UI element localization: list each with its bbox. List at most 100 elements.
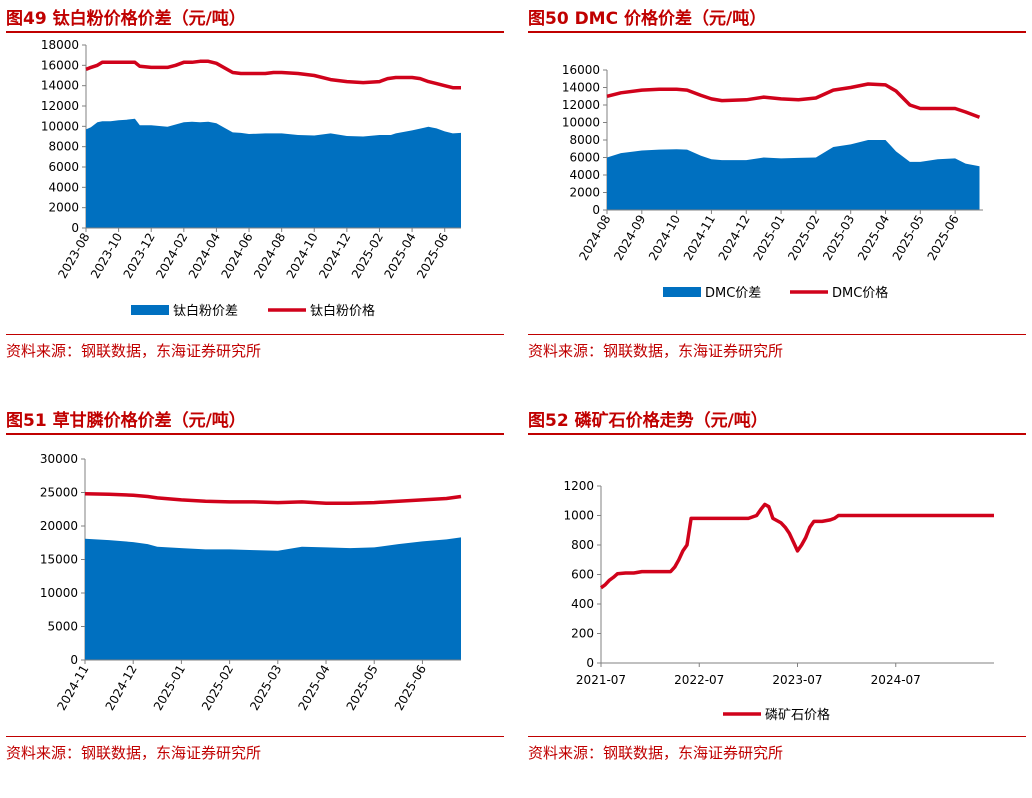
x-tick-label: 2023-08: [55, 231, 92, 281]
y-tick-label: 0: [592, 203, 600, 217]
area-series-0: [85, 537, 461, 660]
legend-label: 钛白粉价格: [310, 303, 375, 319]
y-tick-label: 800: [571, 538, 594, 552]
source-rule: [528, 736, 1026, 737]
legend-label: DMC价格: [832, 285, 888, 301]
x-tick-label: 2025-02: [785, 213, 822, 263]
panel-fig52: 图52 磷矿石价格走势（元/吨） 0 200 400 600 800 1000 1200 20…: [528, 402, 1026, 794]
y-tick-label: 0: [71, 221, 79, 235]
x-tick-label: 2025-04: [295, 663, 332, 713]
source-rule: [6, 736, 504, 737]
x-tick-label: 2024-12: [103, 663, 140, 713]
panel-title: 图50 DMC 价格价差（元/吨）: [528, 9, 767, 29]
y-tick-label: 18000: [41, 38, 79, 52]
x-tick-label: 2025-02: [349, 231, 386, 281]
y-tick-label: 0: [586, 656, 594, 670]
y-tick-label: 8000: [48, 140, 79, 154]
x-tick-label: 2025-05: [890, 213, 927, 263]
y-tick-label: 10000: [41, 119, 79, 133]
legend-label: 钛白粉价差: [173, 303, 238, 319]
y-tick-label: 4000: [48, 180, 79, 194]
chart-c52: 0 200 400 600 800 1000 1200 2021-07 2022-07 2023-…: [563, 479, 994, 723]
y-tick-label: 16000: [41, 58, 79, 72]
panel-fig49: 图49 钛白粉价格价差（元/吨） 0 2000 4000 6000 8000 10000 1…: [6, 0, 504, 392]
x-tick-label: 2025-04: [855, 213, 892, 263]
x-tick-label: 2024-09: [611, 213, 648, 263]
legend-label: DMC价差: [705, 286, 761, 301]
y-tick-label: 4000: [569, 168, 600, 182]
y-tick-label: 1200: [563, 479, 594, 493]
x-tick-label: 2025-01: [151, 663, 188, 713]
y-tick-label: 6000: [48, 160, 79, 174]
x-tick-label: 2024-06: [218, 230, 255, 280]
x-tick-label: 2024-04: [186, 231, 223, 281]
x-tick-label: 2025-06: [392, 663, 429, 713]
panel-title: 图51 草甘膦价格价差（元/吨）: [6, 411, 246, 431]
y-tick-label: 2000: [48, 201, 79, 215]
y-tick-label: 200: [571, 627, 594, 641]
legend-label: 磷矿石价格: [765, 707, 830, 723]
y-tick-label: 14000: [562, 81, 600, 95]
panel-fig50: 图50 DMC 价格价差（元/吨） 0 2000 4000 6000 8000 10000…: [528, 0, 1026, 392]
x-tick-label: 2024-12: [316, 231, 353, 281]
legend-swatch-area: [131, 305, 169, 315]
area-series-0: [86, 118, 461, 228]
y-tick-label: 12000: [562, 98, 600, 112]
chart-c51: 0 5000 10000 15000 20000 25000 30000 2024-11 202…: [40, 452, 462, 713]
x-tick-label: 2024-10: [284, 231, 321, 281]
title-rule: [528, 433, 1026, 435]
y-tick-label: 400: [571, 597, 594, 611]
source-text: 资料来源：钢联数据，东海证券研究所: [6, 744, 262, 762]
source-text: 资料来源：钢联数据，东海证券研究所: [528, 744, 784, 762]
y-tick-label: 15000: [40, 553, 78, 567]
y-tick-label: 10000: [562, 116, 600, 130]
x-tick-label: 2021-07: [576, 673, 626, 687]
y-tick-label: 6000: [569, 151, 600, 165]
x-tick-label: 2024-02: [153, 231, 190, 281]
y-tick-label: 0: [70, 653, 78, 667]
x-tick-label: 2025-06: [414, 231, 451, 281]
source-text: 资料来源：钢联数据，东海证券研究所: [6, 342, 262, 360]
line-series-0: [599, 502, 994, 590]
source-text: 资料来源：钢联数据，东海证券研究所: [528, 342, 784, 360]
x-tick-label: 2024-11: [681, 213, 718, 263]
line-series-1: [606, 82, 981, 119]
x-tick-label: 2025-01: [750, 213, 787, 263]
title-rule: [6, 31, 504, 33]
source-rule: [528, 334, 1026, 335]
x-tick-label: 2024-10: [646, 213, 683, 263]
x-tick-label: 2025-05: [344, 663, 381, 713]
y-tick-label: 10000: [40, 586, 78, 600]
x-tick-label: 2023-07: [772, 673, 822, 687]
y-tick-label: 5000: [47, 620, 78, 634]
x-tick-label: 2022-07: [674, 673, 724, 687]
chart-c50: 0 2000 4000 6000 8000 10000 12000 14000 16000 202…: [562, 63, 983, 301]
x-tick-label: 2023-10: [88, 231, 125, 281]
x-tick-label: 2023-12: [121, 231, 158, 281]
x-tick-label: 2024-08: [576, 213, 613, 263]
y-tick-label: 20000: [40, 519, 78, 533]
title-rule: [6, 433, 504, 435]
y-tick-label: 12000: [41, 99, 79, 113]
chart-c49: 0 2000 4000 6000 8000 10000 12000 14000 16000 180…: [41, 38, 461, 319]
y-tick-label: 600: [571, 568, 594, 582]
x-tick-label: 2024-07: [871, 673, 921, 687]
y-tick-label: 8000: [569, 133, 600, 147]
x-tick-label: 2024-08: [251, 231, 288, 281]
x-tick-label: 2024-12: [716, 213, 753, 263]
title-rule: [528, 31, 1026, 33]
y-tick-label: 14000: [41, 79, 79, 93]
y-tick-label: 25000: [40, 486, 78, 500]
source-rule: [6, 334, 504, 335]
panel-fig51: 图51 草甘膦价格价差（元/吨） 0 5000 10000 15000 20000 250…: [6, 402, 504, 794]
panel-title: 图52 磷矿石价格走势（元/吨）: [528, 411, 768, 431]
line-series-1: [84, 492, 462, 505]
panel-title: 图49 钛白粉价格价差（元/吨）: [6, 9, 246, 29]
x-tick-label: 2025-03: [247, 663, 284, 713]
y-tick-label: 2000: [569, 186, 600, 200]
x-tick-label: 2025-02: [199, 663, 236, 713]
y-tick-label: 16000: [562, 63, 600, 77]
x-tick-label: 2025-06: [925, 213, 962, 263]
area-series-0: [607, 140, 980, 210]
x-tick-label: 2025-03: [820, 213, 857, 263]
